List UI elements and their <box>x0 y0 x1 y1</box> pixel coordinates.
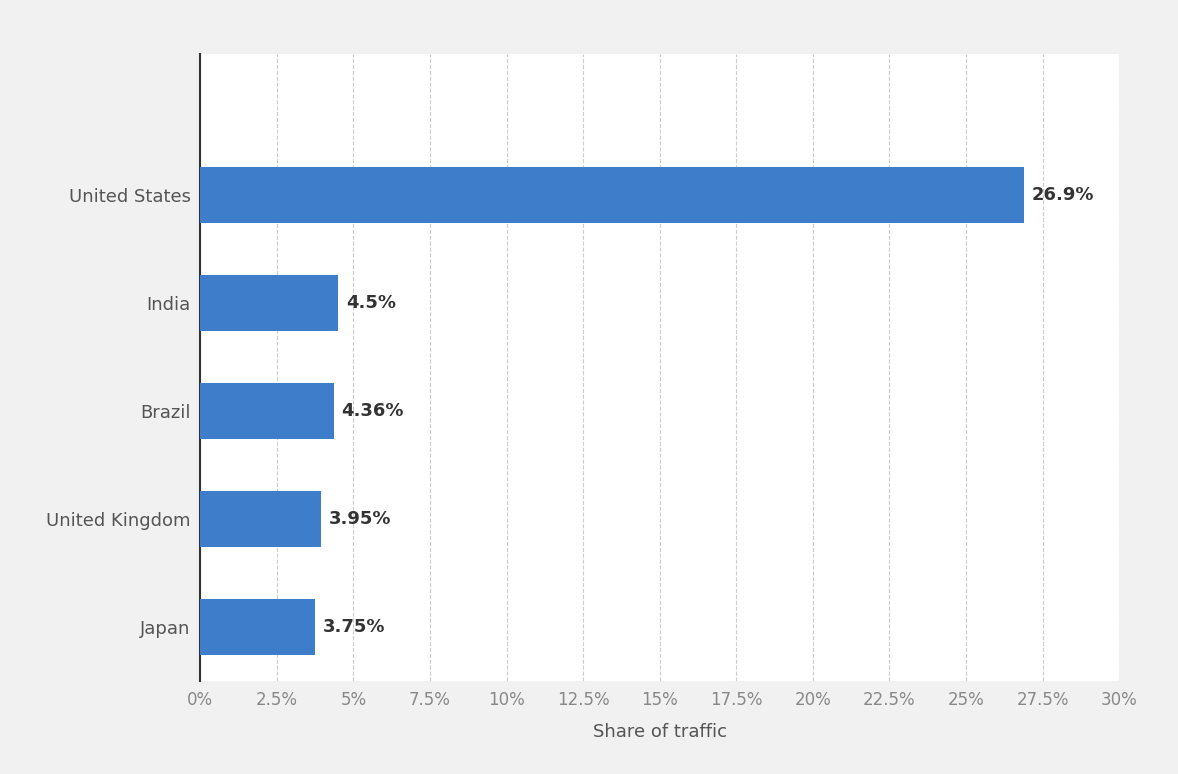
Text: 4.36%: 4.36% <box>342 402 404 420</box>
Text: 3.75%: 3.75% <box>323 618 385 636</box>
Bar <box>200 275 338 331</box>
Bar <box>200 383 333 439</box>
Text: 26.9%: 26.9% <box>1032 186 1094 204</box>
X-axis label: Share of traffic: Share of traffic <box>593 723 727 741</box>
Text: 3.95%: 3.95% <box>329 510 391 528</box>
Bar <box>200 166 1024 223</box>
Text: 4.5%: 4.5% <box>346 294 396 312</box>
Bar <box>200 491 322 547</box>
Bar <box>200 599 316 655</box>
